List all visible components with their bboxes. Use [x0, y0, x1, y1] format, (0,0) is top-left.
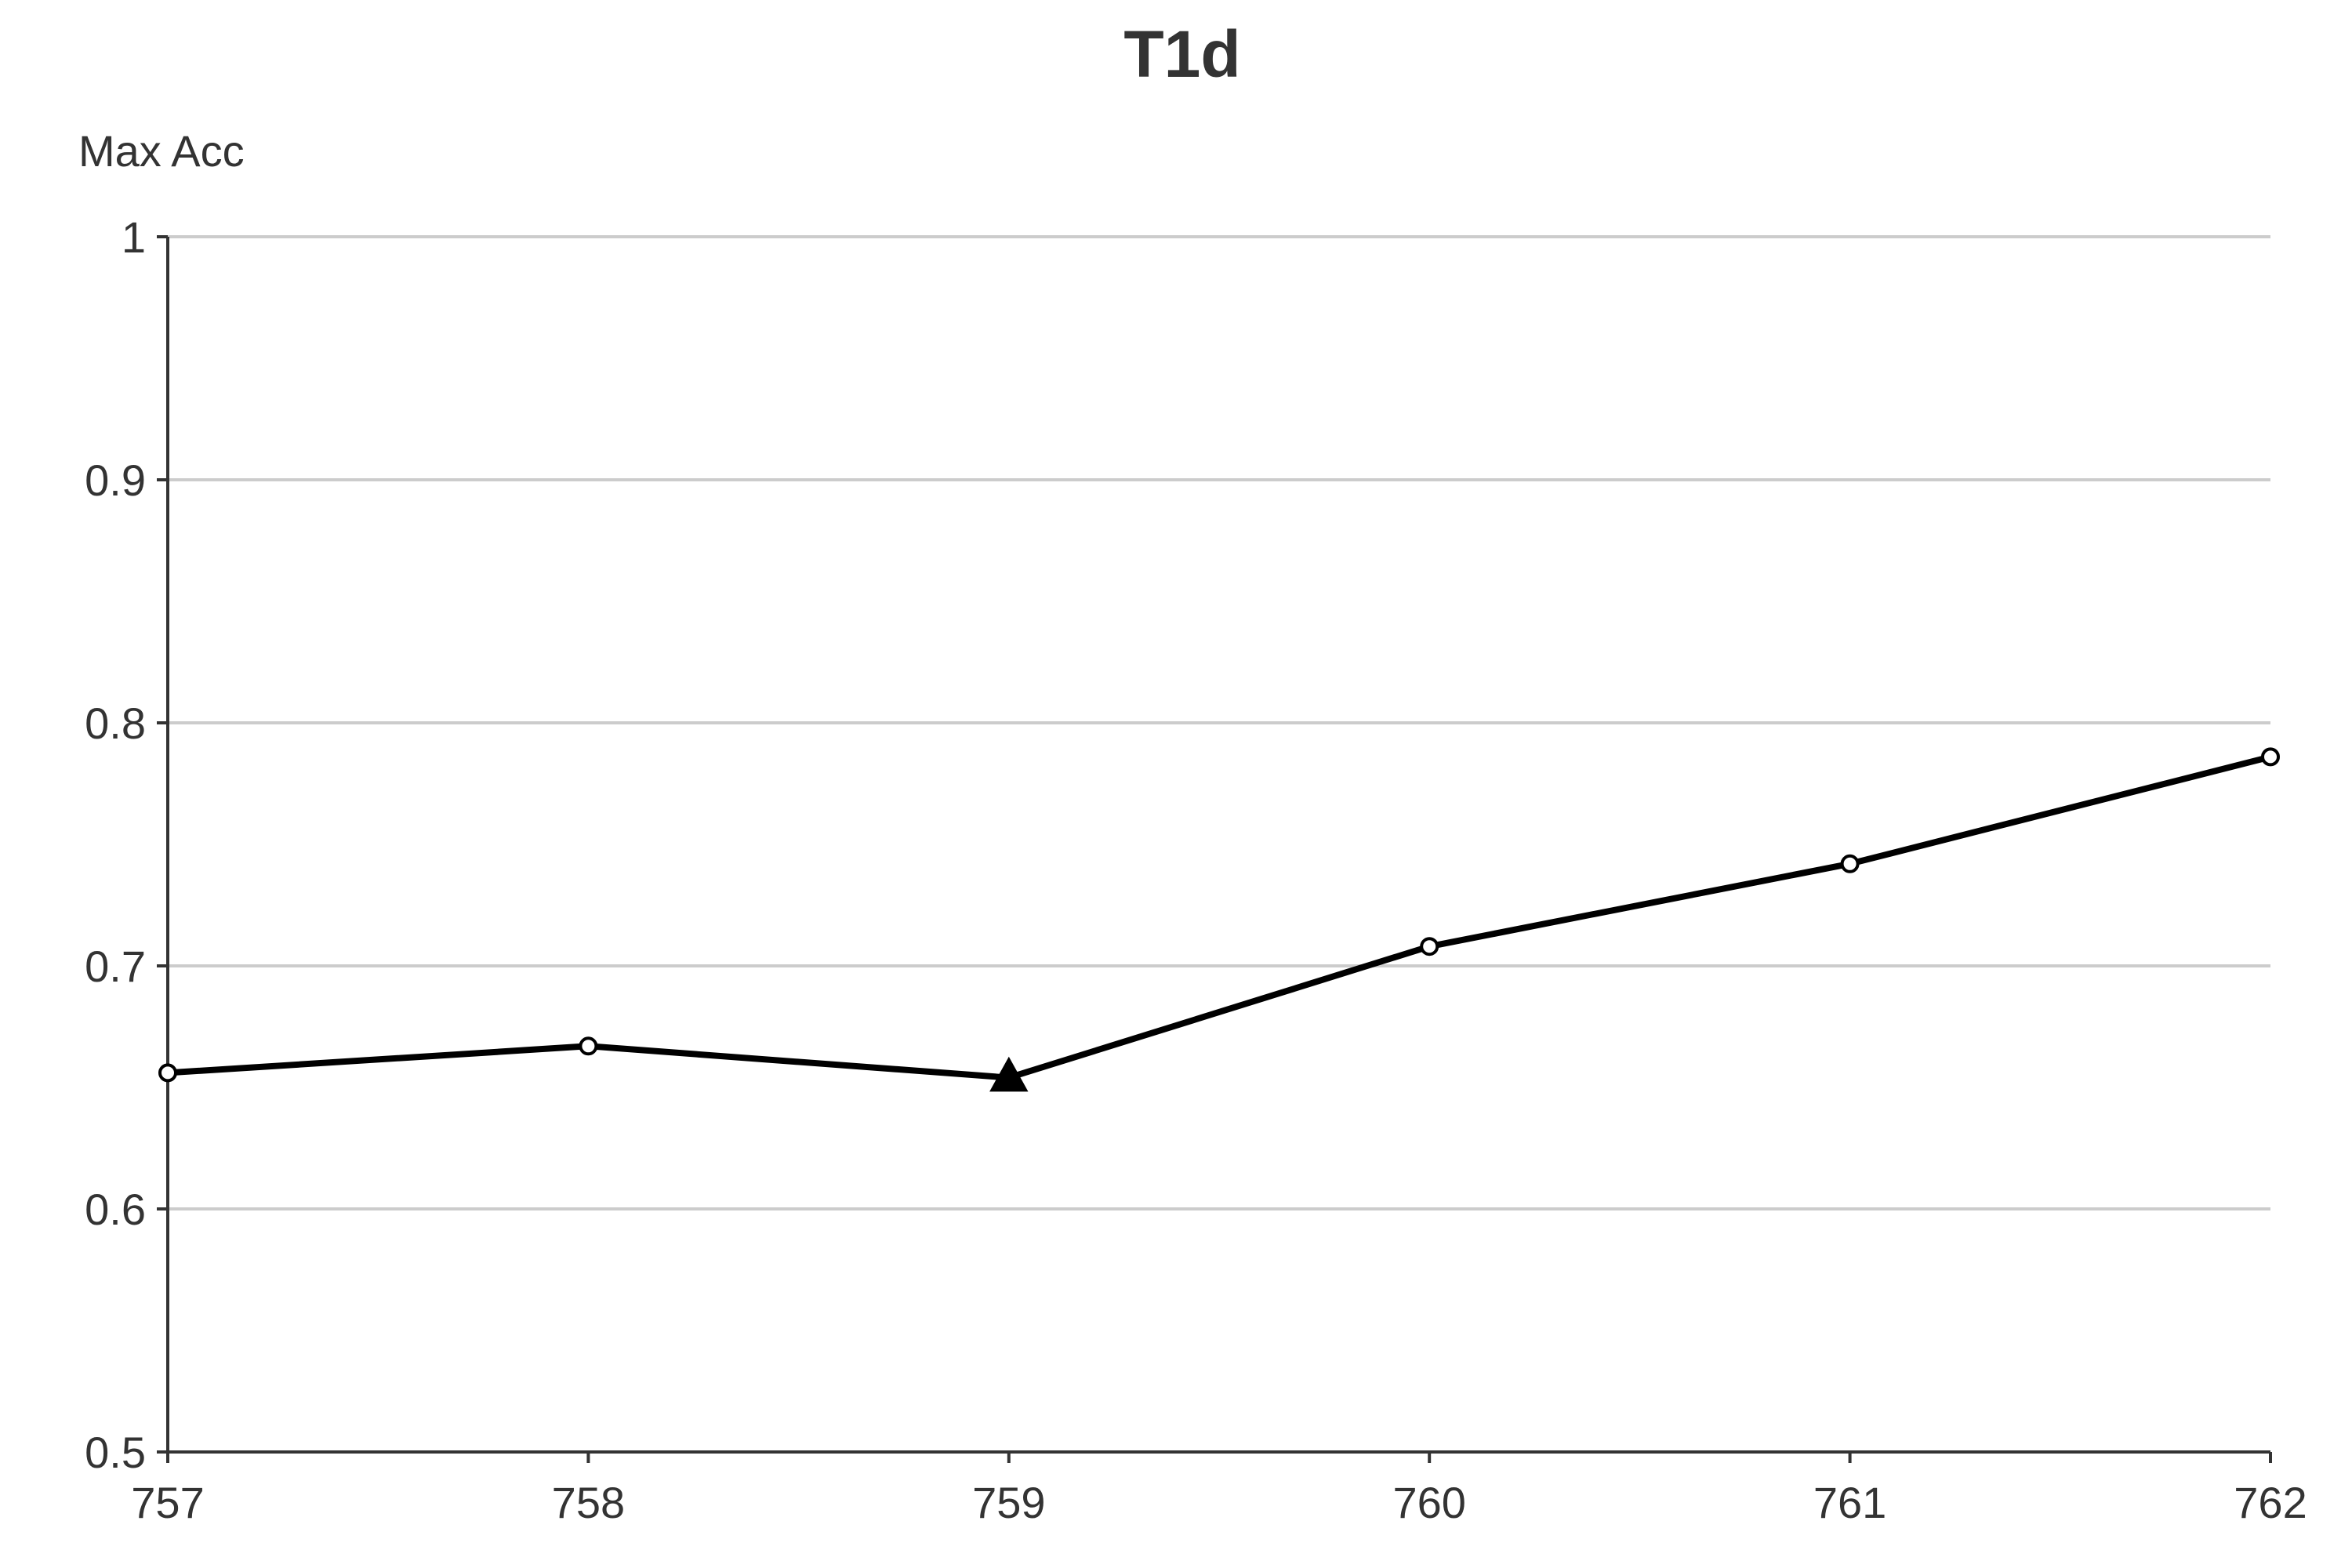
data-point [579, 1036, 598, 1056]
x-tick-label: 759 [972, 1478, 1045, 1527]
data-point [158, 1063, 177, 1083]
x-tick-label: 762 [2234, 1478, 2307, 1527]
axis-ticks: 0.5 0.6 0.7 0.8 0.9 1 757 758 759 760 761 762 [85, 212, 2307, 1527]
y-tick-label: 0.7 [85, 942, 146, 991]
axes [166, 237, 2270, 1454]
series-layer [158, 747, 2280, 1092]
y-tick-label: 0.5 [85, 1428, 146, 1477]
chart-title: T1d [1123, 17, 1240, 91]
y-tick-label: 0.9 [85, 456, 146, 505]
y-tick-label: 0.8 [85, 699, 146, 748]
y-tick-label: 0.6 [85, 1185, 146, 1234]
x-tick-label: 760 [1392, 1478, 1465, 1527]
x-tick-label: 758 [552, 1478, 625, 1527]
x-tick-label: 757 [131, 1478, 204, 1527]
series-line [167, 753, 2271, 1081]
data-point [1840, 854, 1860, 873]
grid-lines [168, 235, 2270, 1210]
data-point [2261, 747, 2280, 767]
y-tick-label: 1 [122, 212, 146, 262]
x-tick-label: 761 [1813, 1478, 1886, 1527]
data-point-triangle [989, 1056, 1029, 1092]
y-axis-label: Max Acc [78, 126, 245, 176]
data-point [1420, 937, 1439, 956]
